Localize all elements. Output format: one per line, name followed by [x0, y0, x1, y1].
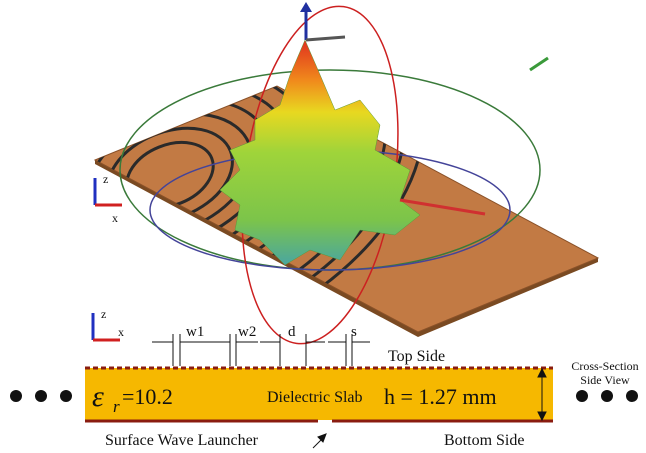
slab-label: Dielectric Slab [267, 389, 363, 406]
arrow [300, 2, 312, 12]
dim-label: d [288, 324, 296, 340]
axis-label: x [118, 325, 124, 339]
view-label: Side View [580, 373, 630, 387]
dim-label: w1 [186, 324, 204, 340]
figure: z x z x w1 w2 d s Top Side Cross-S [0, 0, 646, 453]
axis-label: z [103, 172, 108, 186]
axis-x-3d [306, 37, 345, 40]
view-label: Cross-Section [571, 359, 638, 373]
launcher-label: Surface Wave Launcher [105, 432, 259, 449]
dim-label: w2 [238, 324, 256, 340]
cross-section: z x w1 w2 d s Top Side Cross-Section Sid… [10, 307, 639, 449]
dim-label: s [351, 324, 357, 340]
axis-label: x [112, 211, 118, 225]
top-side-label: Top Side [388, 348, 445, 365]
epsilon-symbol: ε [92, 380, 104, 413]
bottom-side-label: Bottom Side [444, 432, 524, 449]
axis-green [530, 58, 548, 70]
axis-label: z [101, 307, 106, 321]
epsilon-value: =10.2 [122, 384, 173, 409]
epsilon-subscript: r [113, 397, 120, 416]
thickness-label: h = 1.27 mm [384, 384, 497, 409]
